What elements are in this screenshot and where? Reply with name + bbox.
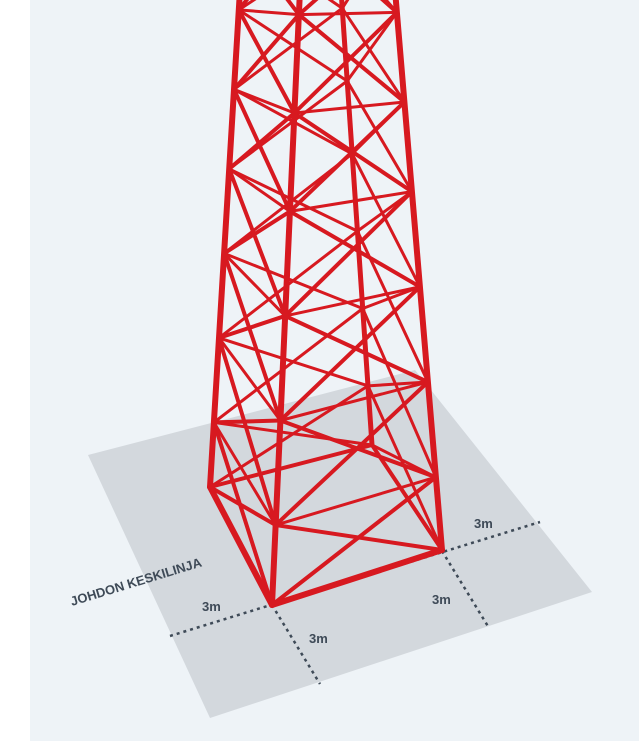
distance-label: 3m <box>202 599 221 614</box>
tower-member <box>208 384 370 489</box>
tower-member <box>339 0 375 448</box>
tower-member <box>392 0 445 553</box>
tower-member <box>237 8 301 17</box>
tower-member <box>297 10 399 17</box>
distance-label: 3m <box>309 631 328 646</box>
tower-member <box>227 111 297 171</box>
tower-member <box>232 6 344 91</box>
tower-member <box>278 380 430 422</box>
tower-member <box>211 418 283 425</box>
tower-member <box>212 420 374 447</box>
tower-member <box>217 336 282 422</box>
tower-member <box>222 251 365 310</box>
tower-member <box>236 7 297 115</box>
tower-member <box>222 209 292 256</box>
tower-member <box>227 167 292 213</box>
tower-member <box>217 335 278 528</box>
tower-member <box>273 380 430 528</box>
tower-member <box>285 0 301 17</box>
tower <box>207 0 445 608</box>
tower-member <box>350 152 422 289</box>
tower-member <box>273 523 444 552</box>
tower-member <box>237 8 349 83</box>
centerline <box>169 520 541 638</box>
distance-label: 3m <box>474 516 493 531</box>
tower-member <box>283 313 430 384</box>
tower-member <box>292 100 406 115</box>
tower-member <box>269 0 303 608</box>
tower-member <box>361 285 422 310</box>
tower-member <box>211 420 274 607</box>
tower-member <box>222 251 283 423</box>
tower-member <box>278 284 422 423</box>
tower-member <box>345 10 399 83</box>
tower-member <box>212 420 278 527</box>
tower-member <box>227 166 288 318</box>
offset-line <box>440 550 491 629</box>
tower-member <box>283 285 422 318</box>
tower-member <box>345 79 414 194</box>
offset-line <box>270 604 322 685</box>
guide-lines <box>169 520 541 685</box>
tower-member <box>292 111 414 194</box>
tower-member <box>222 251 287 318</box>
tower-member <box>208 443 374 489</box>
tower-member <box>283 189 414 318</box>
tower-member <box>287 100 407 214</box>
tower-member <box>361 307 438 479</box>
tower-member <box>217 336 370 388</box>
tower-member <box>287 209 422 289</box>
tower-member <box>232 87 296 115</box>
tower-member <box>269 547 445 608</box>
distance-label: 3m <box>432 592 451 607</box>
tower-member <box>340 6 406 104</box>
tower-member <box>207 484 275 608</box>
tower-member <box>278 418 438 480</box>
tower-member <box>207 0 243 490</box>
tower-member <box>232 87 292 214</box>
tower-member <box>274 475 438 527</box>
tower-member <box>270 475 438 607</box>
tower-member <box>292 10 399 115</box>
tower-member <box>208 485 278 528</box>
tower-member <box>288 190 414 213</box>
tower-member <box>366 380 430 388</box>
tower-member <box>217 313 288 340</box>
tower-member <box>296 12 407 104</box>
tower-member <box>232 12 301 92</box>
tower-member <box>296 0 319 17</box>
